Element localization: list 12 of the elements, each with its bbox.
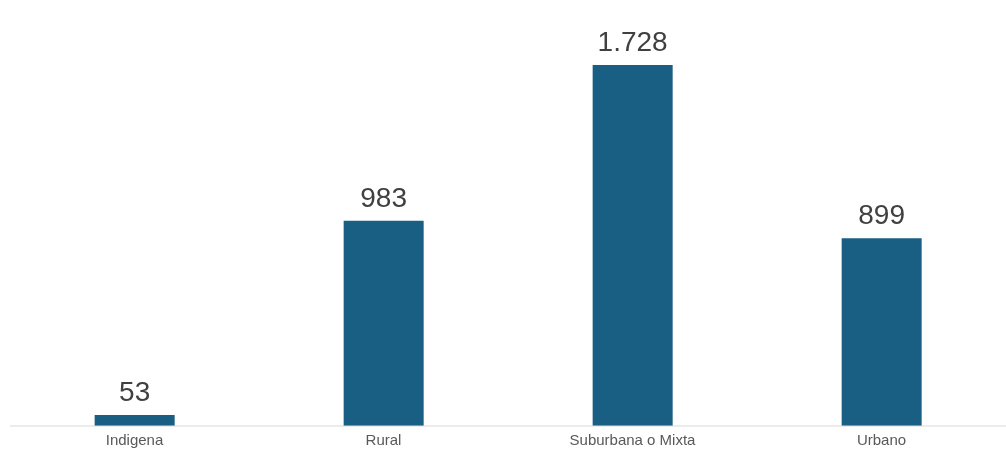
bar bbox=[592, 65, 673, 426]
data-label: 983 bbox=[360, 181, 408, 213]
x-tick-label: Indigena bbox=[105, 430, 164, 448]
x-tick-label: Suburbana o Mixta bbox=[569, 430, 697, 448]
x-tick-label: Rural bbox=[365, 430, 402, 448]
bar bbox=[94, 414, 175, 426]
bar bbox=[343, 220, 424, 426]
data-label: 53 bbox=[119, 375, 151, 407]
data-label: 899 bbox=[858, 199, 906, 231]
data-label: 1.728 bbox=[597, 26, 668, 57]
x-tick-label: Urbano bbox=[856, 430, 907, 448]
bar bbox=[841, 238, 922, 426]
